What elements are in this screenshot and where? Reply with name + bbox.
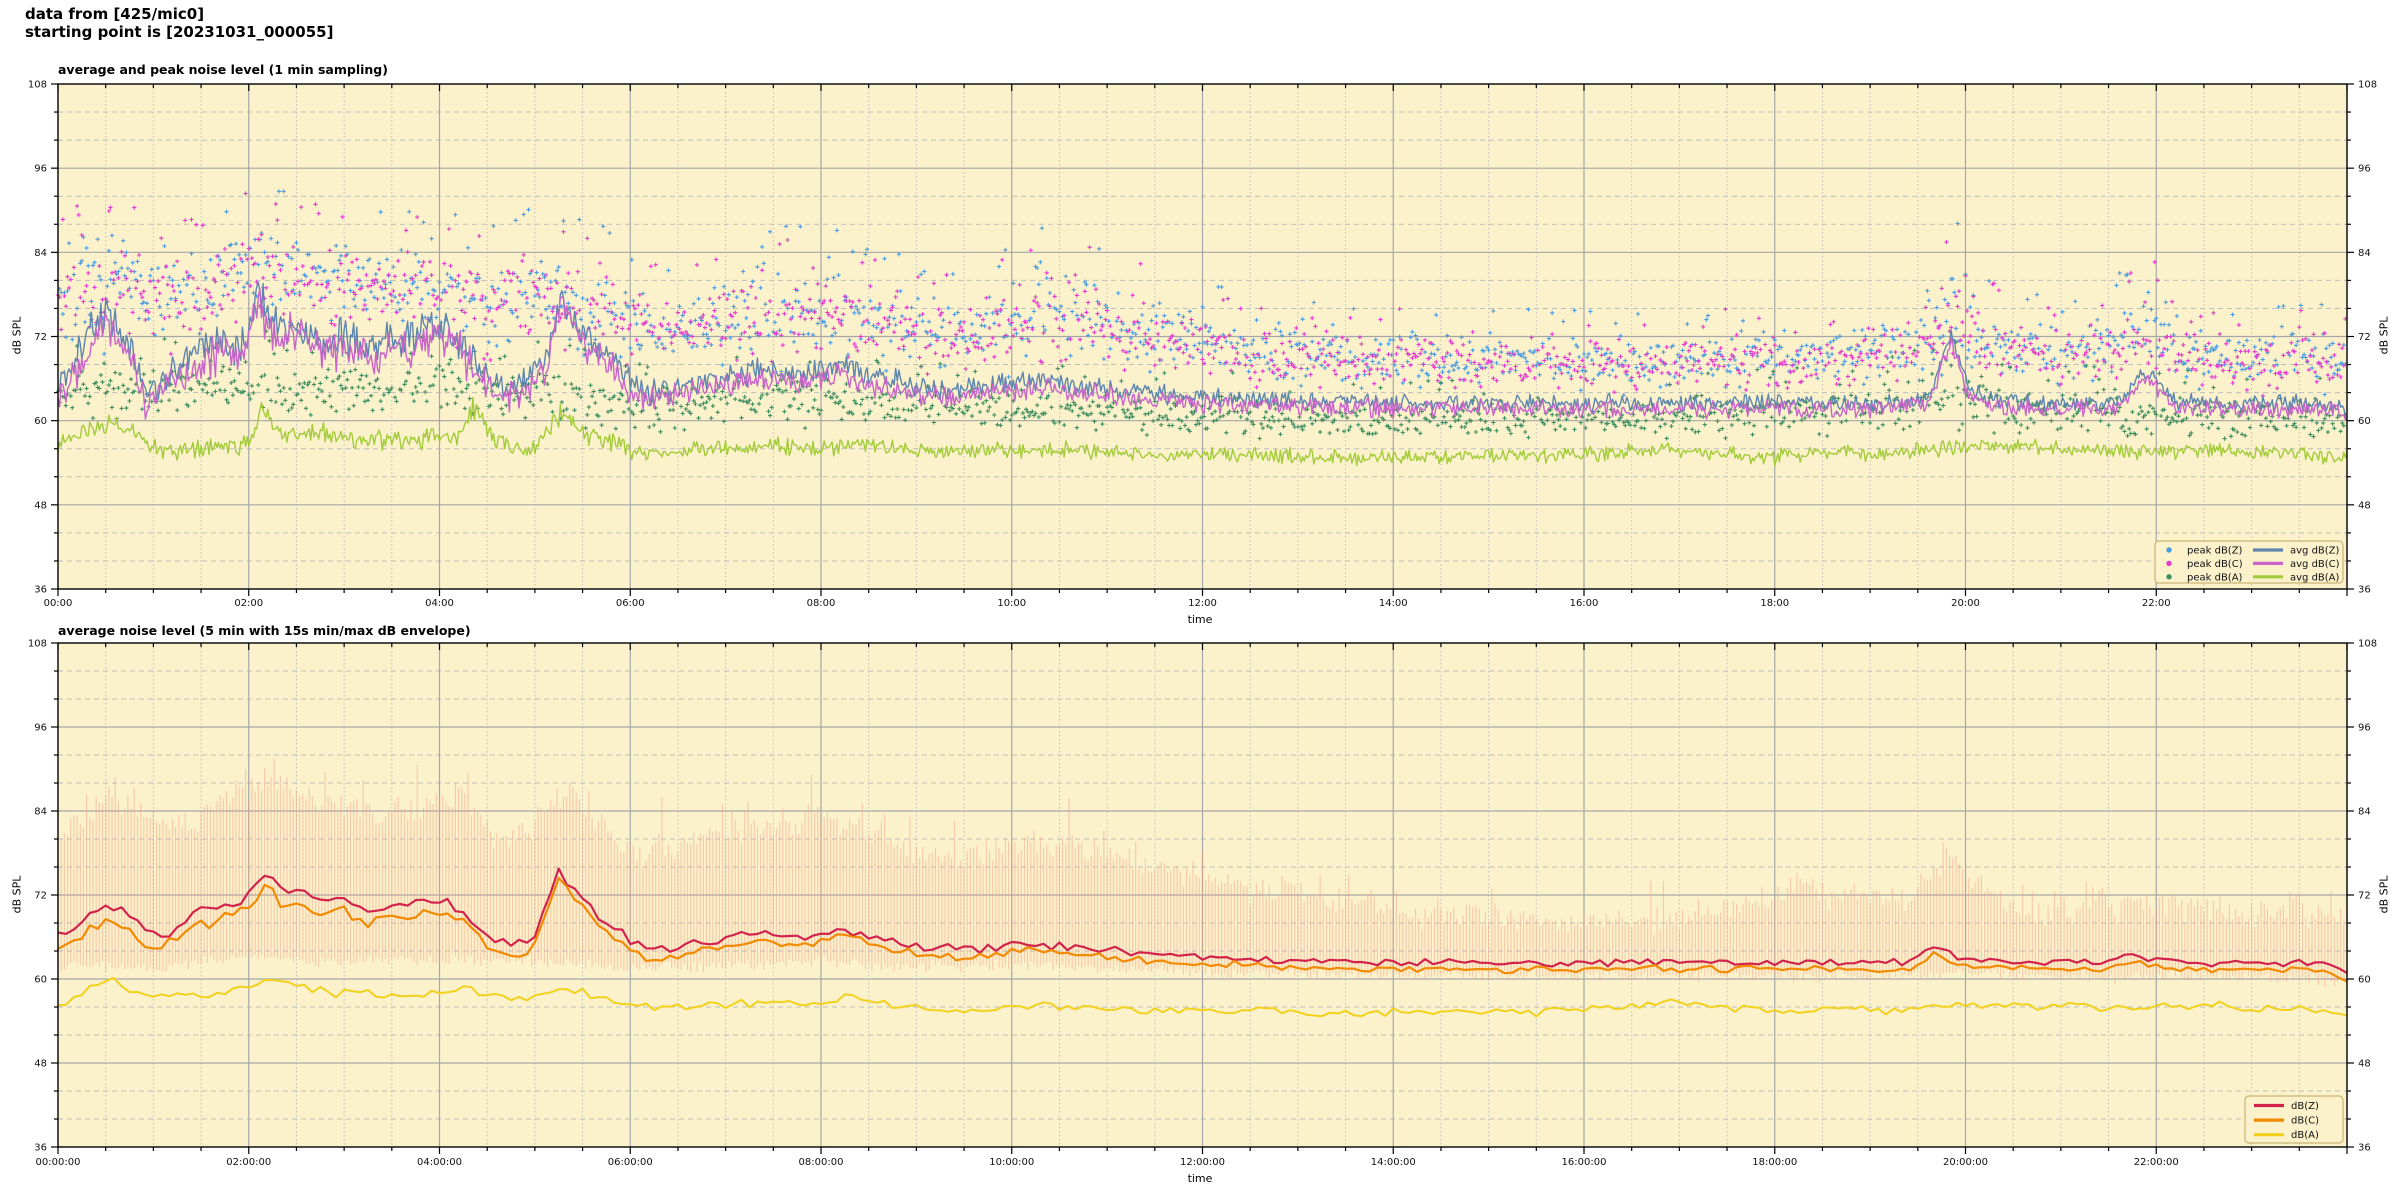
- x-tick-label: 20:00: [1951, 598, 1980, 609]
- series-peak-dB-Z--points: [57, 189, 2348, 398]
- x-tick-label: 14:00: [1379, 598, 1408, 609]
- y-tick-label-right: 108: [2358, 80, 2377, 91]
- x-tick-label: 02:00:00: [226, 1157, 271, 1168]
- x-tick-label: 22:00: [2142, 598, 2171, 609]
- y-tick-label-left: 96: [34, 164, 47, 175]
- x-tick-label: 18:00:00: [1752, 1157, 1797, 1168]
- y-tick-label-left: 36: [34, 585, 47, 596]
- y-tick-label-right: 96: [2358, 164, 2371, 175]
- x-tick-label: 18:00: [1760, 598, 1789, 609]
- header: data from [425/mic0] starting point is […: [25, 5, 333, 41]
- y-tick-label-left: 96: [34, 723, 47, 734]
- legend-label: avg dB(A): [2290, 572, 2340, 583]
- chart2-title: average noise level (5 min with 15s min/…: [58, 623, 471, 638]
- legend-dot-swatch: [2166, 560, 2172, 567]
- chart1-legend: peak dB(Z) peak dB(C) peak dB(A) avg dB(Z) a…: [2154, 540, 2344, 584]
- y-tick-label-left: 48: [34, 500, 47, 511]
- x-tick-label: 22:00:00: [2134, 1157, 2179, 1168]
- chart2-tick-labels: 00:00:00 02:00:00 04:00:00 06:00:00 08:00:00…: [28, 639, 2377, 1169]
- y-tick-label-right: 36: [2358, 585, 2371, 596]
- header-line-source: data from [425/mic0]: [25, 5, 205, 23]
- legend-label: peak dB(C): [2187, 559, 2243, 570]
- y-tick-label-left: 60: [34, 975, 47, 986]
- chart1-title: average and peak noise level (1 min samp…: [58, 62, 388, 77]
- y-tick-label-right: 48: [2358, 1059, 2371, 1070]
- x-tick-label: 12:00: [1188, 598, 1217, 609]
- legend-dot-swatch: [2166, 547, 2172, 553]
- y-tick-label-right: 72: [2358, 332, 2371, 343]
- x-tick-label: 06:00: [616, 598, 645, 609]
- chart1-grid-major: [58, 84, 2347, 589]
- chart1-xlabel: time: [1187, 613, 1213, 626]
- chart2-ticks: [51, 642, 2354, 1154]
- legend-label: peak dB(Z): [2187, 546, 2243, 557]
- y-tick-label-left: 48: [34, 1059, 47, 1070]
- y-tick-label-right: 84: [2358, 248, 2371, 259]
- chart2-plot: 00:00:00 02:00:00 04:00:00 06:00:00 08:00:00…: [28, 639, 2377, 1169]
- x-tick-label: 10:00:00: [989, 1157, 1034, 1168]
- x-tick-label: 20:00:00: [1943, 1157, 1988, 1168]
- x-tick-label: 06:00:00: [608, 1157, 653, 1168]
- x-tick-label: 08:00: [807, 598, 836, 609]
- chart2-legend: dB(Z) dB(C) dB(A): [2244, 1095, 2344, 1144]
- y-tick-label-right: 36: [2358, 1143, 2371, 1154]
- chart1-ticks: [51, 83, 2354, 596]
- x-tick-label: 00:00:00: [36, 1157, 81, 1168]
- y-tick-label-left: 72: [34, 891, 47, 902]
- y-tick-label-left: 72: [34, 332, 47, 343]
- chart1-legend-box: [2154, 540, 2344, 584]
- chart1-tick-labels: 00:00 02:00 04:00 06:00 08:00 10:00 12:00 14:00…: [28, 80, 2377, 610]
- x-tick-label: 02:00: [234, 598, 263, 609]
- legend-label: dB(A): [2291, 1130, 2319, 1141]
- chart2-legend-box: [2244, 1095, 2344, 1144]
- x-tick-label: 16:00: [1570, 598, 1599, 609]
- y-tick-label-left: 108: [28, 639, 47, 650]
- y-tick-label-left: 84: [34, 248, 47, 259]
- header-line-start: starting point is [20231031_000055]: [25, 23, 334, 41]
- x-tick-label: 10:00: [997, 598, 1026, 609]
- x-tick-label: 14:00:00: [1371, 1157, 1416, 1168]
- chart1-plot: 00:00 02:00 04:00 06:00 08:00 10:00 12:00 14:00…: [28, 80, 2377, 610]
- y-tick-label-right: 48: [2358, 500, 2371, 511]
- y-tick-label-right: 96: [2358, 723, 2371, 734]
- y-tick-label-right: 60: [2358, 416, 2371, 427]
- x-tick-label: 16:00:00: [1562, 1157, 1607, 1168]
- legend-label: dB(Z): [2291, 1101, 2319, 1112]
- legend-label: avg dB(Z): [2290, 546, 2340, 557]
- legend-label: avg dB(C): [2290, 559, 2340, 570]
- x-tick-label: 12:00:00: [1180, 1157, 1225, 1168]
- x-tick-label: 04:00: [425, 598, 454, 609]
- y-tick-label-right: 84: [2358, 807, 2371, 818]
- legend-label: dB(C): [2291, 1116, 2319, 1127]
- legend-dot-swatch: [2166, 574, 2172, 580]
- x-tick-label: 04:00:00: [417, 1157, 462, 1168]
- x-tick-label: 08:00:00: [799, 1157, 844, 1168]
- series-avg-dB-Z--line: [57, 281, 2348, 420]
- y-tick-label-left: 84: [34, 807, 47, 818]
- y-tick-label-right: 72: [2358, 891, 2371, 902]
- y-tick-label-right: 108: [2358, 639, 2377, 650]
- series-avg-dB-A--line: [57, 396, 2348, 467]
- series-dB-A--line: [57, 976, 2348, 1018]
- series-dB-Z--line: [57, 867, 2348, 974]
- y-tick-label-right: 60: [2358, 975, 2371, 986]
- legend-label: peak dB(A): [2187, 572, 2243, 583]
- series-dB-C--line: [57, 876, 2348, 983]
- x-tick-label: 00:00: [44, 598, 73, 609]
- series-avg-dB-C--line: [57, 288, 2347, 421]
- chart2-grid-major: [58, 643, 2347, 1147]
- y-tick-label-left: 60: [34, 416, 47, 427]
- chart2-xlabel: time: [1187, 1172, 1213, 1185]
- y-tick-label-left: 108: [28, 80, 47, 91]
- y-tick-label-left: 36: [34, 1143, 47, 1154]
